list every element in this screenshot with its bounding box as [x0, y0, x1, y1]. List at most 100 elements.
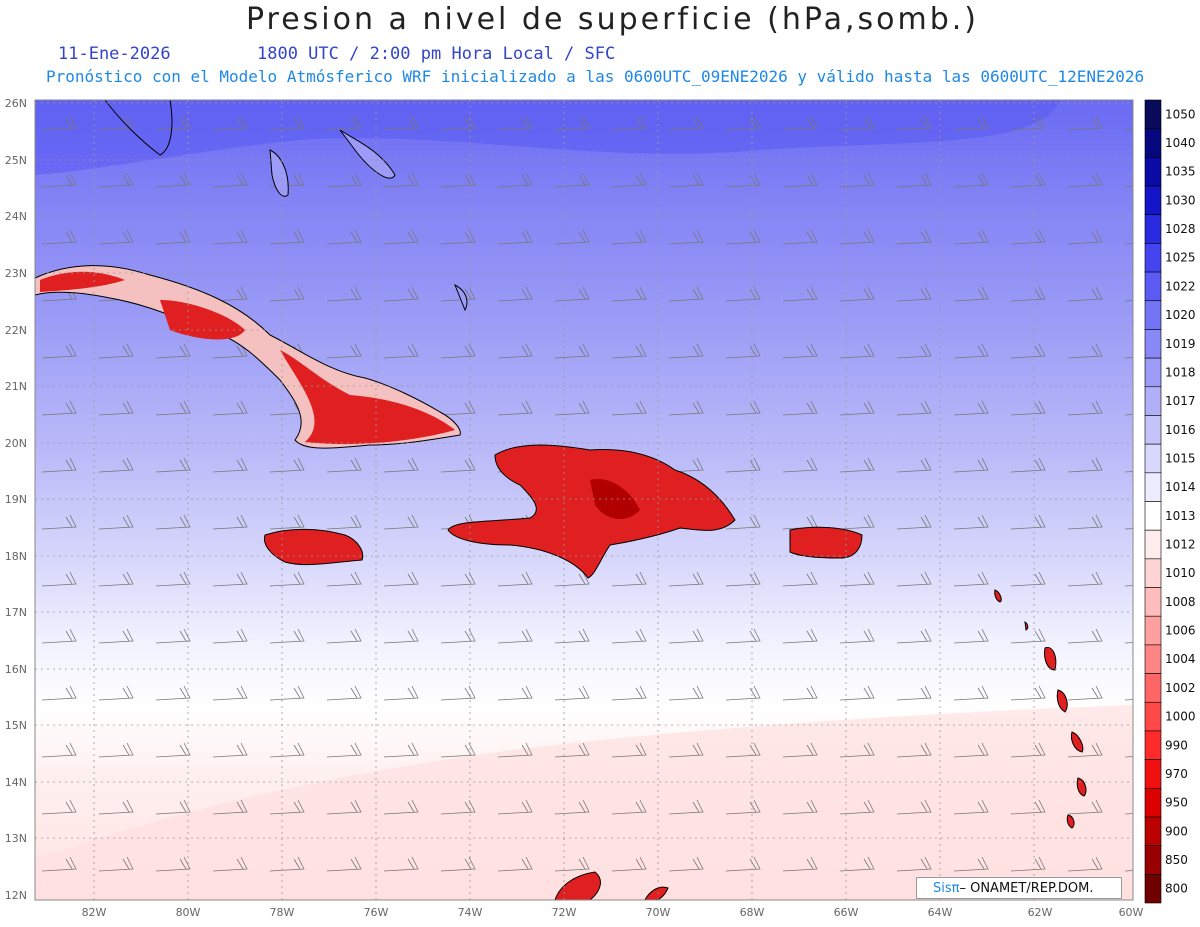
cuba-highlands — [40, 271, 455, 445]
colorbar-swatch — [1144, 501, 1162, 531]
colorbar-label: 800 — [1165, 882, 1188, 896]
forecast-time: 1800 UTC / 2:00 pm Hora Local / SFC — [257, 44, 616, 64]
forecast-date: 11-Ene-2026 — [58, 44, 171, 64]
colorbar-swatch — [1144, 214, 1162, 244]
lat-label: 24N — [5, 210, 27, 223]
logo-text: – ONAMET/REP.DOM. — [959, 881, 1094, 896]
colorbar-swatch — [1144, 845, 1162, 875]
colorbar-swatch — [1144, 157, 1162, 187]
colorbar-label: 970 — [1165, 767, 1188, 781]
colorbar-label: 1040 — [1165, 136, 1196, 150]
lat-label: 13N — [5, 832, 27, 845]
florida-coast — [104, 99, 173, 156]
colorbar-swatch — [1144, 329, 1162, 359]
colorbar-swatch — [1144, 644, 1162, 674]
lon-label: 70W — [646, 906, 671, 919]
lon-label: 76W — [364, 906, 389, 919]
colorbar-swatch — [1144, 701, 1162, 732]
lon-label: 80W — [176, 906, 201, 919]
lon-label: 64W — [928, 906, 953, 919]
colorbar-swatch — [1144, 529, 1162, 560]
lon-labels: 82W 80W 78W 76W 74W 72W 70W 68W 66W 64W … — [82, 906, 1144, 919]
colorbar-label: 1000 — [1165, 710, 1196, 724]
colorbar-label: 1016 — [1165, 423, 1196, 437]
lon-label: 74W — [458, 906, 483, 919]
lat-label: 20N — [5, 437, 27, 450]
lat-label: 17N — [5, 606, 27, 619]
colorbar-swatch — [1144, 185, 1162, 216]
colorbar-label: 1022 — [1165, 279, 1196, 293]
colorbar-label: 1013 — [1165, 509, 1196, 523]
land-masses — [34, 99, 1087, 901]
puerto-rico-landmass — [789, 526, 863, 559]
colorbar-swatch — [1144, 472, 1162, 502]
colorbar-swatch — [1144, 357, 1162, 388]
colorbar-swatch — [1144, 99, 1162, 129]
colorbar: 1050 1040 1035 1030 1028 1025 1022 1020 1019 1018… — [1144, 99, 1196, 904]
colorbar-swatch — [1144, 673, 1162, 703]
hispaniola-peak — [590, 479, 640, 520]
colorbar-label: 1019 — [1165, 337, 1196, 351]
logo-brand: Sisπ — [933, 881, 960, 896]
colorbar-swatch — [1144, 386, 1162, 416]
colorbar-label: 1025 — [1165, 251, 1196, 265]
lat-label: 15N — [5, 719, 27, 732]
colorbar-label: 1008 — [1165, 595, 1196, 609]
graticule — [35, 100, 1133, 900]
lon-label: 62W — [1028, 906, 1053, 919]
lon-label: 78W — [270, 906, 295, 919]
lat-label: 12N — [5, 889, 27, 902]
colorbar-swatch — [1144, 587, 1162, 617]
colorbar-label: 1015 — [1165, 451, 1196, 465]
colorbar-label: 1010 — [1165, 566, 1196, 580]
colorbar-label: 1030 — [1165, 193, 1196, 207]
lat-label: 18N — [5, 550, 27, 563]
colorbar-label: 1028 — [1165, 222, 1196, 236]
colorbar-label: 1020 — [1165, 308, 1196, 322]
colorbar-swatch — [1144, 558, 1162, 588]
colorbar-label: 1018 — [1165, 365, 1196, 379]
lon-label: 66W — [834, 906, 859, 919]
colorbar-swatch — [1144, 816, 1162, 846]
colorbar-swatch — [1144, 243, 1162, 273]
lat-label: 26N — [5, 97, 27, 110]
colorbar-label: 1012 — [1165, 538, 1196, 552]
colorbar-label: 1050 — [1165, 107, 1196, 121]
colorbar-swatch — [1144, 271, 1162, 302]
lesser-antilles — [994, 589, 1087, 829]
colorbar-label: 1035 — [1165, 165, 1196, 179]
lat-labels: 26N 25N 24N 23N 22N 21N 20N 19N 18N 17N … — [5, 97, 27, 902]
colorbar-swatch — [1144, 443, 1162, 474]
colorbar-label: 1017 — [1165, 394, 1196, 408]
lat-label: 21N — [5, 380, 27, 393]
colorbar-swatch — [1144, 730, 1162, 760]
colorbar-label: 950 — [1165, 796, 1188, 810]
colorbar-swatch — [1144, 787, 1162, 818]
colorbar-label: 1006 — [1165, 624, 1196, 638]
lon-label: 68W — [740, 906, 765, 919]
colorbar-label: 850 — [1165, 853, 1188, 867]
colorbar-swatch — [1144, 415, 1162, 445]
colorbar-label: 990 — [1165, 738, 1188, 752]
colorbar-swatch — [1144, 128, 1162, 158]
lat-label: 22N — [5, 324, 27, 337]
jamaica-landmass — [263, 528, 364, 566]
colorbar-swatch — [1144, 300, 1162, 330]
onamet-logo: Sisπ– ONAMET/REP.DOM. — [916, 877, 1122, 899]
hispaniola-landmass — [447, 444, 736, 579]
map-title: Presion a nivel de superficie (hPa,somb.… — [245, 2, 980, 37]
colorbar-label: 1004 — [1165, 652, 1196, 666]
colorbar-label: 900 — [1165, 824, 1188, 838]
colorbar-swatch — [1144, 759, 1162, 789]
lat-label: 14N — [5, 776, 27, 789]
lat-label: 16N — [5, 663, 27, 676]
lon-label: 82W — [82, 906, 107, 919]
colorbar-label: 1014 — [1165, 480, 1196, 494]
lat-label: 23N — [5, 267, 27, 280]
colorbar-label: 1002 — [1165, 681, 1196, 695]
lon-label: 72W — [552, 906, 577, 919]
map-frame — [34, 99, 1134, 901]
bahamas-islands — [269, 129, 468, 312]
model-subtitle: Pronóstico con el Modelo Atmósferico WRF… — [46, 67, 1145, 86]
